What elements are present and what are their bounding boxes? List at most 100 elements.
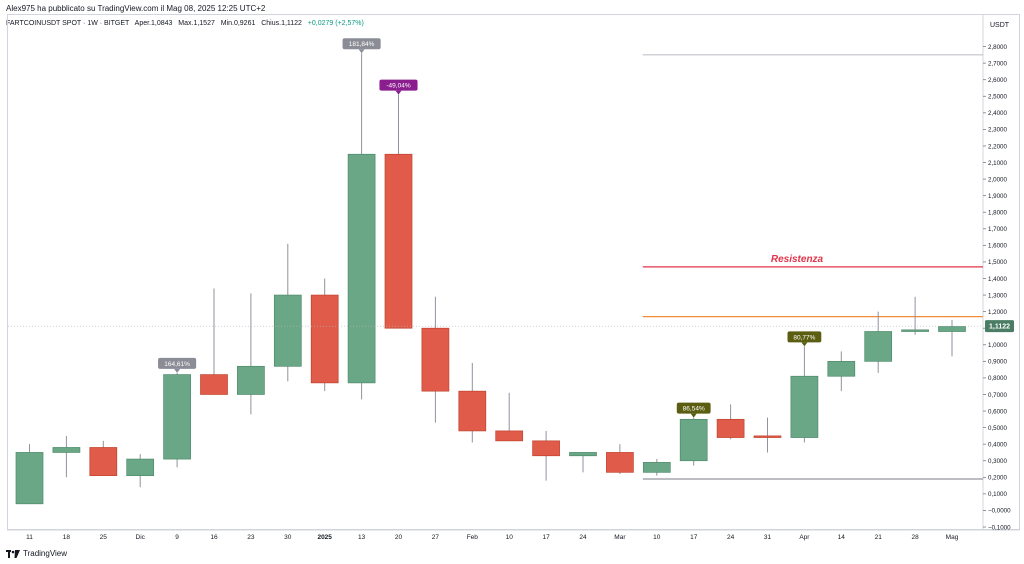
y-tick-label: 2,5000	[988, 94, 1007, 101]
candle-up[interactable]	[864, 331, 893, 362]
change-value: +0,0279 (+2,57%)	[307, 20, 364, 27]
x-tick-label: 24	[727, 534, 735, 541]
candle-up[interactable]	[827, 360, 856, 377]
candle-up[interactable]	[642, 462, 671, 473]
x-tick-label: 30	[284, 534, 292, 541]
y-tick-label: 1,9000	[988, 193, 1007, 200]
x-tick-label: 9	[175, 534, 179, 541]
percent-change-label-box	[379, 79, 418, 91]
candle-up[interactable]	[237, 365, 265, 395]
percent-change-label-pointer	[395, 90, 402, 95]
candle-up[interactable]	[126, 458, 155, 476]
footer: TradingView	[6, 549, 67, 558]
percent-change-label-pointer	[174, 368, 181, 373]
candle-up[interactable]	[790, 375, 819, 438]
percent-change-label-pointer	[690, 413, 697, 418]
x-tick-label: 31	[764, 534, 772, 541]
close-value: 1,1122	[281, 20, 302, 27]
candle-down[interactable]	[89, 447, 118, 476]
x-tick-label: 23	[247, 534, 255, 541]
y-tick-label: 1,2000	[988, 309, 1007, 316]
percent-change-label-text: 80,77%	[793, 334, 815, 341]
y-tick-label: 1,4000	[988, 276, 1007, 283]
exchange: BITGET	[104, 20, 130, 27]
percent-change-label-pointer	[358, 49, 365, 54]
percent-change-label-text: 86,54%	[683, 406, 705, 413]
y-tick-label: 1,3000	[988, 292, 1007, 299]
x-tick-label: 13	[358, 534, 366, 541]
x-tick-label: Feb	[467, 534, 479, 541]
candle-down[interactable]	[421, 327, 450, 392]
percent-change-label-text: 164,61%	[164, 361, 190, 368]
candle-down[interactable]	[200, 374, 228, 395]
y-tick-label: 1,0000	[988, 342, 1007, 349]
x-tick-label: Dic	[136, 534, 146, 541]
x-tick-label: 27	[432, 534, 440, 541]
interval[interactable]: 1W	[87, 20, 98, 27]
x-tick-label: 24	[579, 534, 587, 541]
percent-change-label-box	[676, 402, 711, 414]
open-label: Aper.	[134, 20, 152, 27]
x-tick-label: Apr	[799, 534, 810, 541]
candle-up[interactable]	[938, 326, 966, 332]
x-tick-label: 21	[875, 534, 883, 541]
x-tick-label: 16	[210, 534, 218, 541]
tradingview-brand[interactable]: TradingView	[23, 549, 68, 558]
x-tick-label: 17	[542, 534, 550, 541]
y-tick-label: 0,7000	[988, 392, 1007, 399]
x-tick-label: 2025	[317, 534, 332, 541]
candle-down[interactable]	[606, 452, 634, 473]
y-tick-label: 2,7000	[988, 60, 1007, 67]
candle-up[interactable]	[163, 374, 191, 460]
y-tick-label: 0,4000	[988, 441, 1007, 448]
y-tick-label: 1,5000	[988, 259, 1007, 266]
y-tick-label: 0,5000	[988, 425, 1007, 432]
x-tick-label: 14	[838, 534, 846, 541]
percent-change-label-box	[787, 331, 822, 343]
candle-up[interactable]	[347, 153, 376, 384]
percent-change-label-box	[158, 357, 197, 369]
y-tick-label: 2,3000	[988, 127, 1007, 134]
x-tick-label: 10	[653, 534, 661, 541]
y-tick-label: 2,6000	[988, 77, 1007, 84]
candle-up[interactable]	[901, 329, 929, 332]
candle-down[interactable]	[753, 435, 782, 438]
published-by-text: Alex975 ha pubblicato su TradingView.com…	[6, 4, 266, 13]
high-label: Max.	[178, 20, 194, 27]
candle-down[interactable]	[458, 390, 487, 432]
candle-up[interactable]	[569, 452, 597, 457]
symbol-name[interactable]: FARTCOINUSDT SPOT	[6, 20, 82, 27]
candle-up[interactable]	[679, 418, 708, 462]
x-tick-label: 28	[911, 534, 919, 541]
y-axis-unit-label: USDT	[990, 22, 1010, 29]
y-tick-label: −0,1000	[988, 524, 1011, 531]
y-tick-label: 1,7000	[988, 226, 1007, 233]
percent-change-label-pointer	[801, 342, 808, 347]
ohlc-legend: FARTCOINUSDT SPOT · 1W · BITGET Aper.1,0…	[6, 20, 364, 27]
candle-down[interactable]	[384, 153, 413, 329]
percent-change-label-box	[342, 38, 381, 50]
x-tick-label: 11	[26, 534, 33, 541]
y-tick-label: 1,8000	[988, 210, 1007, 217]
open-value: 1,0843	[151, 20, 173, 27]
percent-change-label-text: -49,04%	[386, 83, 410, 90]
close-label: Chius.	[261, 20, 282, 27]
resistance-label: Resistenza	[771, 254, 824, 265]
candle-up[interactable]	[15, 452, 44, 505]
low-value: 0,9261	[233, 20, 256, 27]
x-tick-label: 18	[63, 534, 71, 541]
percent-change-label-text: 181,84%	[349, 41, 375, 48]
x-tick-label: 25	[100, 534, 108, 541]
candle-up[interactable]	[273, 294, 302, 367]
x-tick-label: 20	[395, 534, 403, 541]
candle-down[interactable]	[716, 418, 745, 438]
last-price-tag[interactable]	[985, 320, 1014, 333]
x-tick-label: 17	[690, 534, 698, 541]
candle-up[interactable]	[52, 447, 81, 453]
y-tick-label: 0,1000	[988, 491, 1007, 498]
candle-down[interactable]	[532, 440, 560, 457]
candle-down[interactable]	[495, 430, 524, 442]
y-tick-label: 1,6000	[988, 243, 1007, 250]
candle-down[interactable]	[310, 294, 339, 384]
